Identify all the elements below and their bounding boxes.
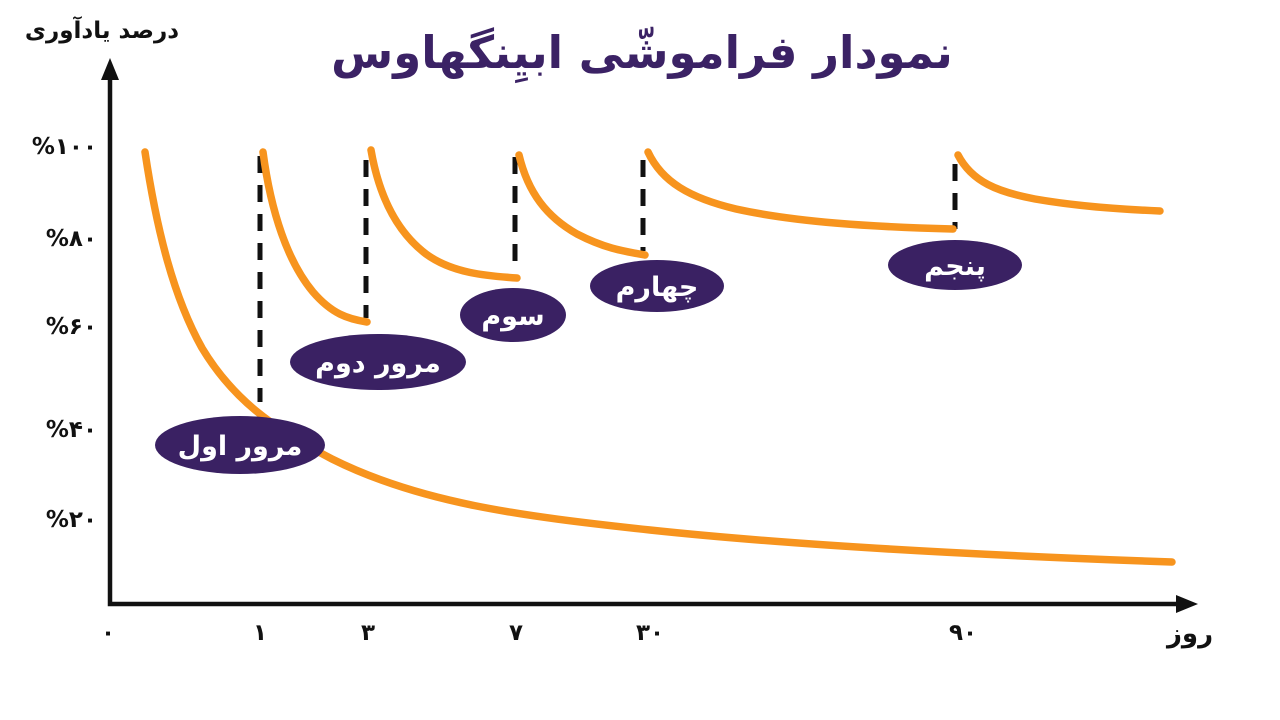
review-label-5-ellipse [888, 240, 1022, 290]
review-label-1-ellipse [155, 416, 325, 474]
x-axis-ticks: ۰ ۱ ۳ ۷ ۳۰ ۹۰ روز [101, 619, 1213, 649]
review-marker-lines [257, 156, 958, 402]
review-label-3-ellipse [460, 288, 566, 342]
review-label-2: مرور دوم [290, 334, 466, 390]
y-tick-40: %۴۰ [46, 417, 97, 443]
review-label-1: مرور اول [155, 416, 325, 474]
y-tick-80: %۸۰ [46, 226, 97, 252]
review-label-5: پنجم [888, 240, 1022, 290]
forgetting-curve-after-review-5 [954, 151, 1164, 215]
review-label-1-text: مرور اول [178, 431, 303, 462]
forgetting-curve-after-review-1 [259, 148, 371, 326]
review-label-4-text: چهارم [616, 272, 699, 303]
axis-lines [107, 76, 1180, 607]
y-axis-ticks: %۱۰۰ %۸۰ %۶۰ %۴۰ %۲۰ [32, 134, 97, 533]
y-tick-60: %۶۰ [46, 314, 97, 340]
review-label-3-text: سوم [481, 301, 544, 332]
y-tick-20: %۲۰ [46, 507, 97, 533]
review-labels: مرور اول مرور دوم سوم چهارم پنجم [155, 240, 1022, 474]
axes [101, 58, 1198, 613]
review-label-4: چهارم [590, 260, 724, 312]
forgetting-curve-after-review-4 [644, 148, 957, 233]
x-tick-3: ۳ [361, 620, 375, 646]
x-tick-1: ۱ [253, 620, 267, 646]
y-axis-arrow-icon [101, 58, 119, 80]
x-tick-0: ۰ [101, 620, 115, 646]
x-axis-arrow-icon [1176, 595, 1198, 613]
y-axis-title: درصد یادآوری [25, 15, 179, 44]
review-label-4-ellipse [590, 260, 724, 312]
y-tick-100: %۱۰۰ [32, 134, 97, 160]
x-tick-30: ۳۰ [636, 620, 664, 646]
forgetting-curve-after-review-3 [515, 151, 649, 259]
review-label-5-text: پنجم [924, 251, 986, 282]
forgetting-curves [141, 146, 1176, 566]
forgetting-curve-initial [141, 148, 1176, 566]
x-tick-90: ۹۰ [949, 620, 977, 646]
x-axis-title: روز [1165, 619, 1213, 649]
review-label-3: سوم [460, 288, 566, 342]
forgetting-curve-after-review-2 [367, 146, 521, 282]
review-label-2-ellipse [290, 334, 466, 390]
chart-title: نمودار فراموشّی ابیِنگهاوس [331, 26, 953, 84]
x-tick-7: ۷ [509, 620, 523, 646]
review-label-2-text: مرور دوم [315, 348, 441, 379]
